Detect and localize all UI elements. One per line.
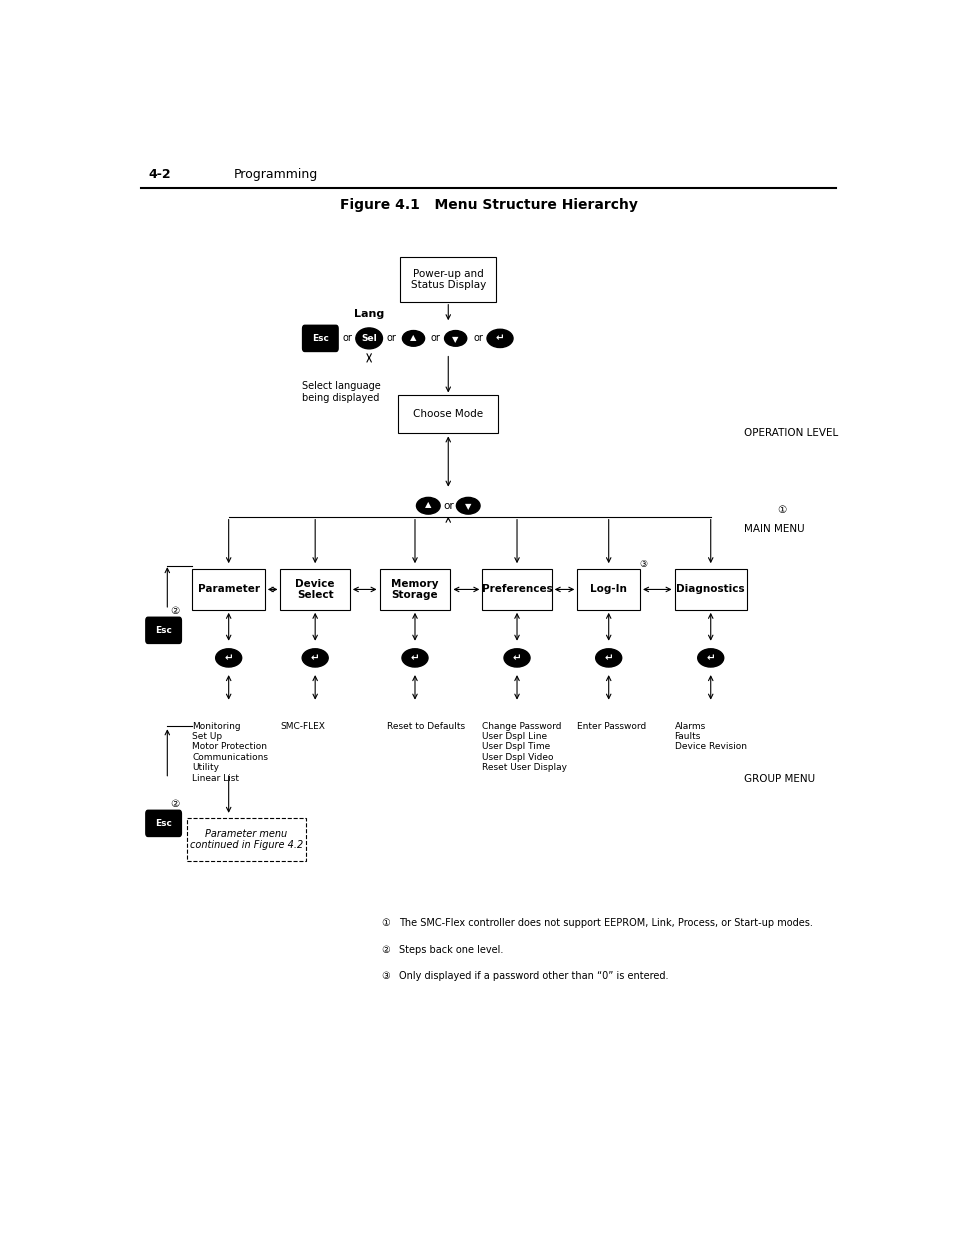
Text: ▲: ▲: [410, 333, 416, 342]
Text: Lang: Lang: [354, 310, 384, 320]
FancyBboxPatch shape: [187, 818, 305, 862]
Ellipse shape: [595, 648, 621, 667]
Text: Memory
Storage: Memory Storage: [391, 579, 438, 600]
FancyBboxPatch shape: [482, 569, 551, 610]
Text: ↵: ↵: [224, 653, 233, 663]
Text: ↵: ↵: [496, 333, 504, 343]
Text: Parameter menu
continued in Figure 4.2: Parameter menu continued in Figure 4.2: [190, 829, 303, 851]
Text: Only displayed if a password other than “0” is entered.: Only displayed if a password other than …: [398, 972, 667, 982]
FancyBboxPatch shape: [145, 810, 182, 837]
Text: Esc: Esc: [155, 626, 172, 635]
FancyBboxPatch shape: [301, 325, 338, 352]
Ellipse shape: [456, 498, 479, 514]
Text: Select language
being displayed: Select language being displayed: [301, 382, 380, 403]
Text: 4-2: 4-2: [149, 168, 172, 180]
Text: OPERATION LEVEL: OPERATION LEVEL: [743, 429, 838, 438]
Text: Preferences: Preferences: [481, 584, 552, 594]
Text: SMC-FLEX: SMC-FLEX: [280, 721, 325, 731]
Text: Power-up and
Status Display: Power-up and Status Display: [410, 269, 485, 290]
Ellipse shape: [503, 648, 530, 667]
Text: ②: ②: [170, 606, 179, 616]
Text: or: or: [431, 333, 440, 343]
Text: or: or: [442, 500, 454, 511]
Text: MAIN MENU: MAIN MENU: [743, 524, 803, 534]
FancyBboxPatch shape: [145, 616, 182, 645]
FancyBboxPatch shape: [674, 569, 746, 610]
Text: Esc: Esc: [312, 333, 329, 343]
Text: ↵: ↵: [410, 653, 419, 663]
FancyBboxPatch shape: [398, 395, 497, 433]
Text: GROUP MENU: GROUP MENU: [743, 773, 814, 784]
Ellipse shape: [444, 331, 466, 346]
Text: Monitoring
Set Up
Motor Protection
Communications
Utility
Linear List: Monitoring Set Up Motor Protection Commu…: [193, 721, 268, 783]
Text: ▲: ▲: [425, 500, 431, 509]
Text: Sel: Sel: [361, 333, 376, 343]
Text: ↵: ↵: [705, 653, 715, 663]
Text: ①: ①: [777, 505, 785, 515]
Ellipse shape: [416, 498, 439, 514]
Text: ③: ③: [380, 972, 390, 982]
Text: Steps back one level.: Steps back one level.: [398, 945, 502, 955]
Text: ②: ②: [380, 945, 390, 955]
Text: Choose Mode: Choose Mode: [413, 410, 483, 420]
Ellipse shape: [215, 648, 241, 667]
Ellipse shape: [402, 331, 424, 346]
Text: ▼: ▼: [464, 503, 471, 511]
Ellipse shape: [302, 648, 328, 667]
Text: Alarms
Faults
Device Revision: Alarms Faults Device Revision: [674, 721, 745, 751]
Text: Enter Password: Enter Password: [577, 721, 646, 731]
Text: Diagnostics: Diagnostics: [676, 584, 744, 594]
Text: ↵: ↵: [512, 653, 521, 663]
FancyBboxPatch shape: [400, 257, 496, 301]
Text: The SMC-Flex controller does not support EEPROM, Link, Process, or Start-up mode: The SMC-Flex controller does not support…: [398, 919, 812, 929]
Text: ②: ②: [170, 799, 179, 809]
Text: ↵: ↵: [603, 653, 613, 663]
Text: ↵: ↵: [311, 653, 319, 663]
Text: Figure 4.1   Menu Structure Hierarchy: Figure 4.1 Menu Structure Hierarchy: [339, 199, 638, 212]
Text: or: or: [342, 333, 352, 343]
FancyBboxPatch shape: [280, 569, 350, 610]
FancyBboxPatch shape: [379, 569, 450, 610]
Text: Programming: Programming: [233, 168, 317, 180]
Text: Esc: Esc: [155, 819, 172, 827]
FancyBboxPatch shape: [193, 569, 265, 610]
Text: ①: ①: [380, 919, 390, 929]
Ellipse shape: [486, 330, 513, 347]
Text: Reset to Defaults: Reset to Defaults: [387, 721, 464, 731]
Text: or: or: [473, 333, 483, 343]
Ellipse shape: [355, 329, 382, 348]
Text: Device
Select: Device Select: [295, 579, 335, 600]
Ellipse shape: [697, 648, 723, 667]
Text: Log-In: Log-In: [590, 584, 626, 594]
Ellipse shape: [401, 648, 428, 667]
FancyBboxPatch shape: [577, 569, 639, 610]
Text: ▼: ▼: [452, 335, 458, 343]
Text: Parameter: Parameter: [197, 584, 259, 594]
Text: or: or: [386, 333, 395, 343]
Text: Change Password
User Dspl Line
User Dspl Time
User Dspl Video
Reset User Display: Change Password User Dspl Line User Dspl…: [482, 721, 567, 772]
Text: ③: ③: [639, 559, 647, 569]
